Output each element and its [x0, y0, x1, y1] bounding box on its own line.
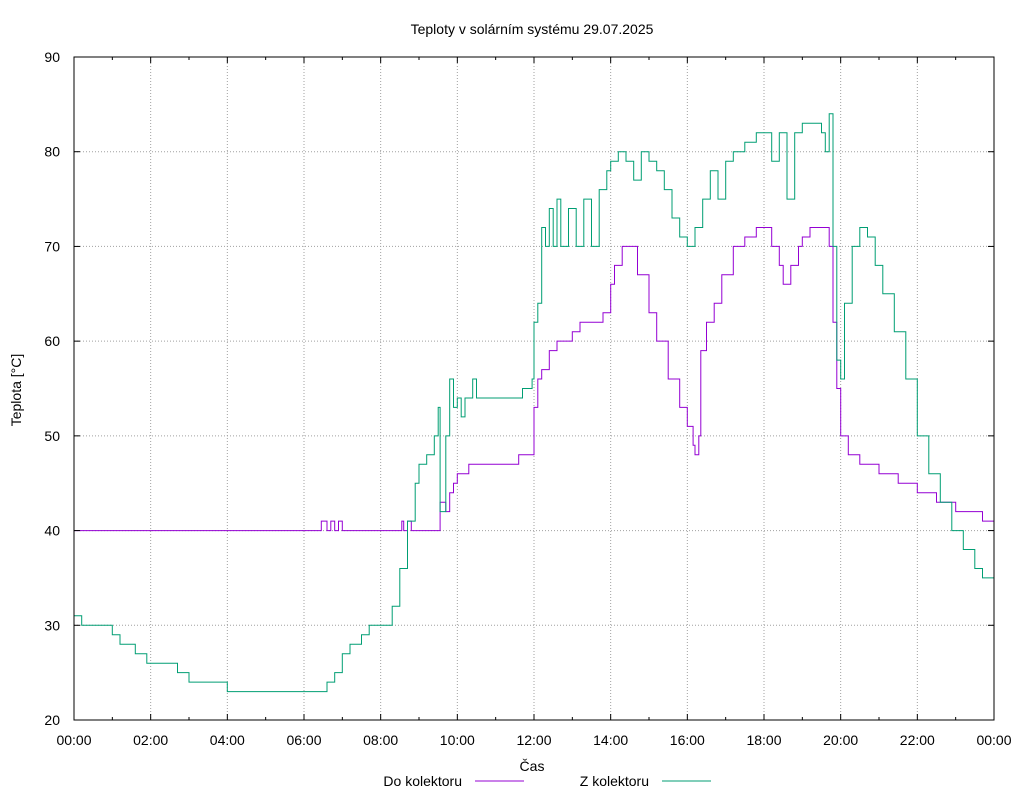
legend-label-do-kolektoru: Do kolektoru: [383, 773, 462, 789]
x-tick-label-10: 20:00: [823, 732, 858, 748]
x-tick-label-3: 06:00: [286, 732, 321, 748]
y-tick-label-2: 40: [44, 523, 60, 539]
y-tick-label-3: 50: [44, 428, 60, 444]
x-tick-label-2: 04:00: [210, 732, 245, 748]
y-axis-label: Teplota [°C]: [8, 354, 24, 427]
y-tick-label-4: 60: [44, 333, 60, 349]
grid-lines: [74, 57, 994, 720]
x-tick-label-9: 18:00: [746, 732, 781, 748]
x-axis-label: Čas: [520, 758, 545, 774]
tick-labels: 00:00 02:00 04:00 06:00 08:00 10:00 12:00 14:00…: [44, 49, 1011, 748]
x-tick-label-5: 10:00: [440, 732, 475, 748]
y-tick-label-6: 80: [44, 144, 60, 160]
y-tick-label-0: 20: [44, 712, 60, 728]
x-tick-label-7: 14:00: [593, 732, 628, 748]
x-tick-label-11: 22:00: [900, 732, 935, 748]
y-tick-label-7: 90: [44, 49, 60, 65]
legend: Do kolektoru Z kolektoru: [383, 773, 711, 789]
chart-title: Teploty v solárním systému 29.07.2025: [411, 21, 654, 37]
series-lines: [74, 113, 994, 693]
x-tick-label-1: 02:00: [133, 732, 168, 748]
x-tick-label-0: 00:00: [56, 732, 91, 748]
x-tick-label-6: 12:00: [516, 732, 551, 748]
x-tick-label-8: 16:00: [670, 732, 705, 748]
axis-ticks: [73, 56, 995, 721]
x-tick-label-4: 08:00: [363, 732, 398, 748]
legend-label-z-kolektoru: Z kolektoru: [580, 773, 649, 789]
y-tick-label-1: 30: [44, 617, 60, 633]
x-tick-label-12: 00:00: [976, 732, 1011, 748]
y-tick-label-5: 70: [44, 238, 60, 254]
series-line-1: [74, 113, 994, 693]
